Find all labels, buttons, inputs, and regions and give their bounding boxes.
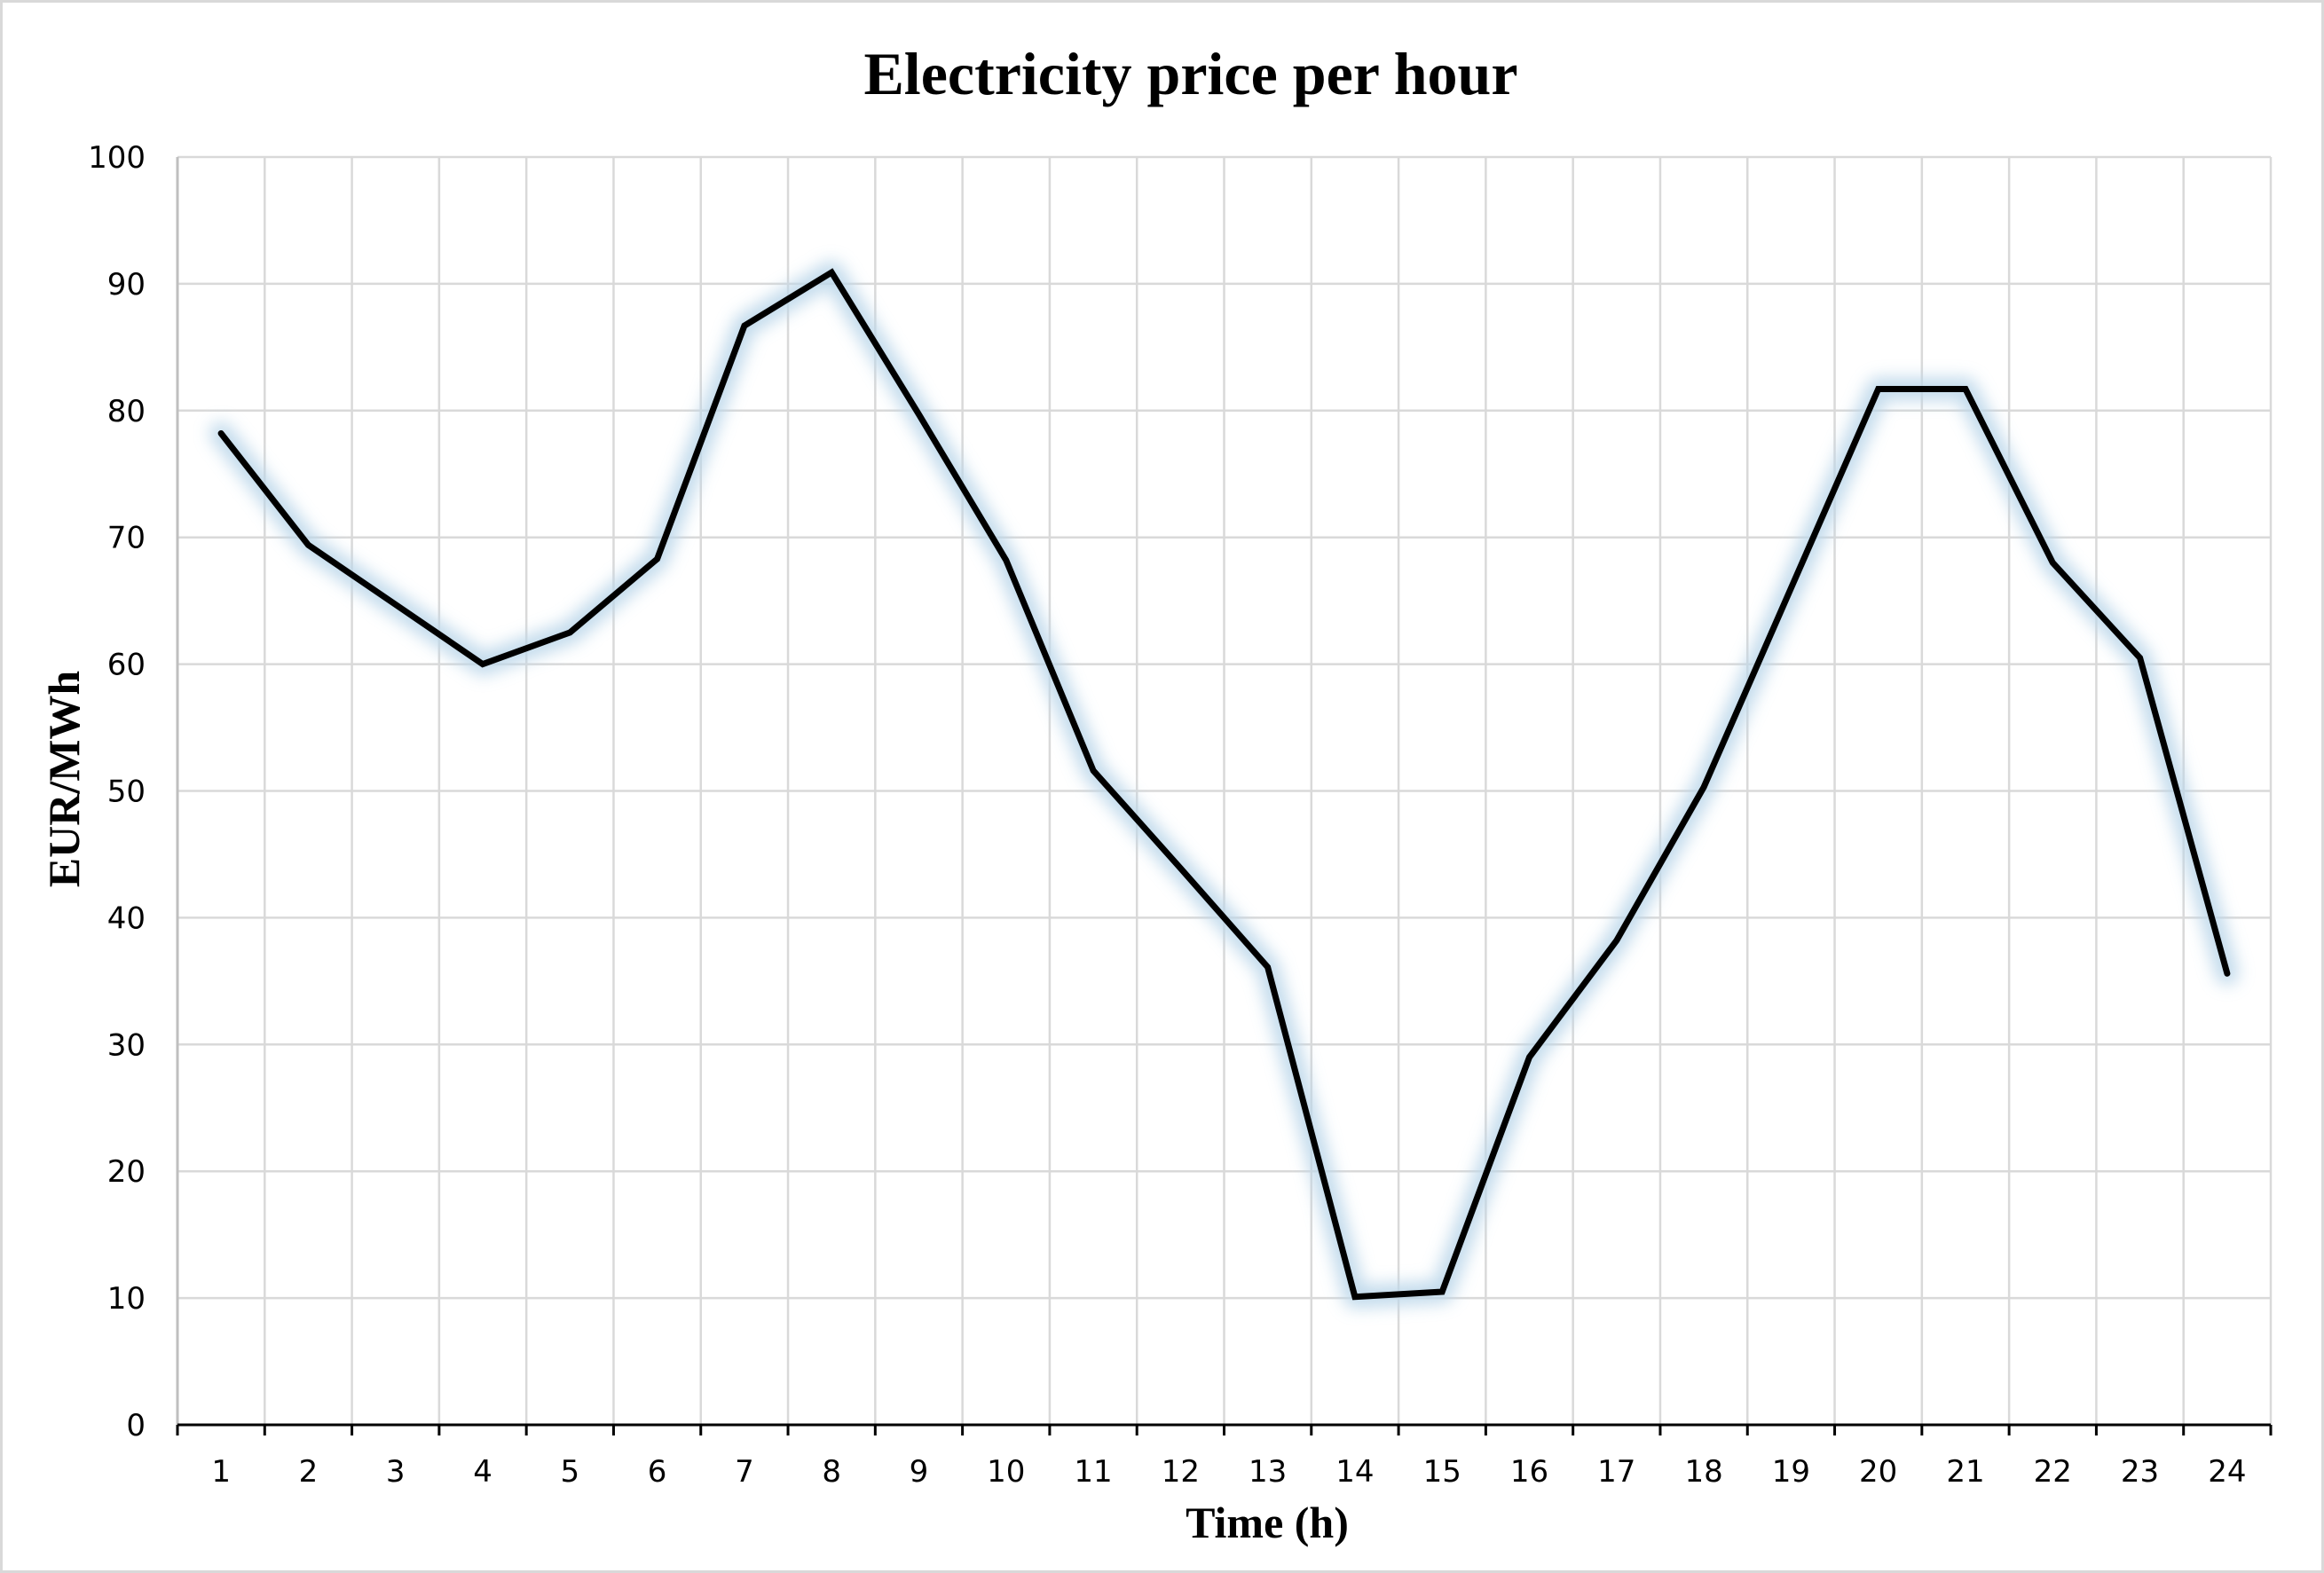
x-tick-label: 7 <box>735 1454 754 1490</box>
data-point <box>480 661 486 667</box>
x-tick-label: 11 <box>1074 1454 1112 1490</box>
y-tick-label: 40 <box>107 901 146 936</box>
axes-layer <box>176 157 2273 1435</box>
x-axis-title: Time (h) <box>1186 1498 1349 1547</box>
x-tick-label: 2 <box>299 1454 319 1490</box>
data-point <box>1613 938 1619 944</box>
y-tick-label: 20 <box>107 1154 146 1190</box>
x-tick-label: 12 <box>1162 1454 1200 1490</box>
data-point <box>1875 386 1881 392</box>
x-tick-label: 1 <box>211 1454 231 1490</box>
x-tick-label: 16 <box>1510 1454 1548 1490</box>
y-axis-title: EUR/MWh <box>39 671 89 888</box>
data-point <box>916 412 922 418</box>
data-point <box>392 602 398 608</box>
data-point <box>741 323 747 329</box>
series-layer <box>209 261 2239 1309</box>
data-point <box>829 270 835 276</box>
y-tick-label: 80 <box>107 394 146 429</box>
x-tick-label: 23 <box>2121 1454 2159 1490</box>
data-point <box>1264 964 1271 971</box>
data-point <box>567 629 573 635</box>
x-tick-label: 5 <box>560 1454 579 1490</box>
y-tick-label: 30 <box>107 1027 146 1063</box>
x-tick-label: 4 <box>473 1454 492 1490</box>
x-tick-label: 9 <box>910 1454 929 1490</box>
data-point <box>654 555 660 562</box>
data-point <box>1003 557 1009 563</box>
data-point <box>1351 1294 1358 1300</box>
data-point <box>305 542 311 548</box>
y-tick-label: 100 <box>88 140 146 176</box>
x-tick-label: 10 <box>987 1454 1025 1490</box>
data-point <box>2050 560 2056 566</box>
x-tick-label: 20 <box>1859 1454 1897 1490</box>
x-tick-label: 6 <box>648 1454 667 1490</box>
x-tick-label: 8 <box>822 1454 841 1490</box>
y-tick-label: 50 <box>107 775 146 810</box>
data-point <box>218 430 225 437</box>
x-tick-label: 14 <box>1335 1454 1374 1490</box>
grid-layer <box>177 155 2273 1425</box>
data-point <box>1962 386 1968 392</box>
x-tick-label: 18 <box>1684 1454 1722 1490</box>
line-chart: Electricity price per hour 0 10 20 30 40 50 60… <box>39 40 2273 1547</box>
series-line <box>217 268 2231 1301</box>
x-tick-label: 15 <box>1423 1454 1461 1490</box>
y-tick-label: 10 <box>107 1281 146 1317</box>
data-point <box>1091 767 1097 774</box>
y-tick-label: 90 <box>107 267 146 303</box>
x-tick-label: 3 <box>386 1454 406 1490</box>
y-tick-label: 70 <box>107 521 146 556</box>
data-point <box>1439 1288 1446 1294</box>
data-point <box>1178 865 1184 871</box>
x-tick-label: 22 <box>2034 1454 2072 1490</box>
y-tick-label: 0 <box>126 1408 146 1443</box>
chart-title: Electricity price per hour <box>863 40 1517 107</box>
x-tick-label: 17 <box>1597 1454 1635 1490</box>
x-tick-label: 24 <box>2208 1454 2246 1490</box>
data-point <box>1526 1054 1532 1060</box>
data-point <box>2137 655 2143 661</box>
data-point <box>1701 784 1707 790</box>
data-point <box>1788 585 1794 591</box>
x-tick-label: 13 <box>1249 1454 1287 1490</box>
y-tick-label: 60 <box>107 648 146 683</box>
x-tick-label: 21 <box>1946 1454 1984 1490</box>
x-tick-label: 19 <box>1772 1454 1810 1490</box>
data-point <box>2224 971 2230 977</box>
